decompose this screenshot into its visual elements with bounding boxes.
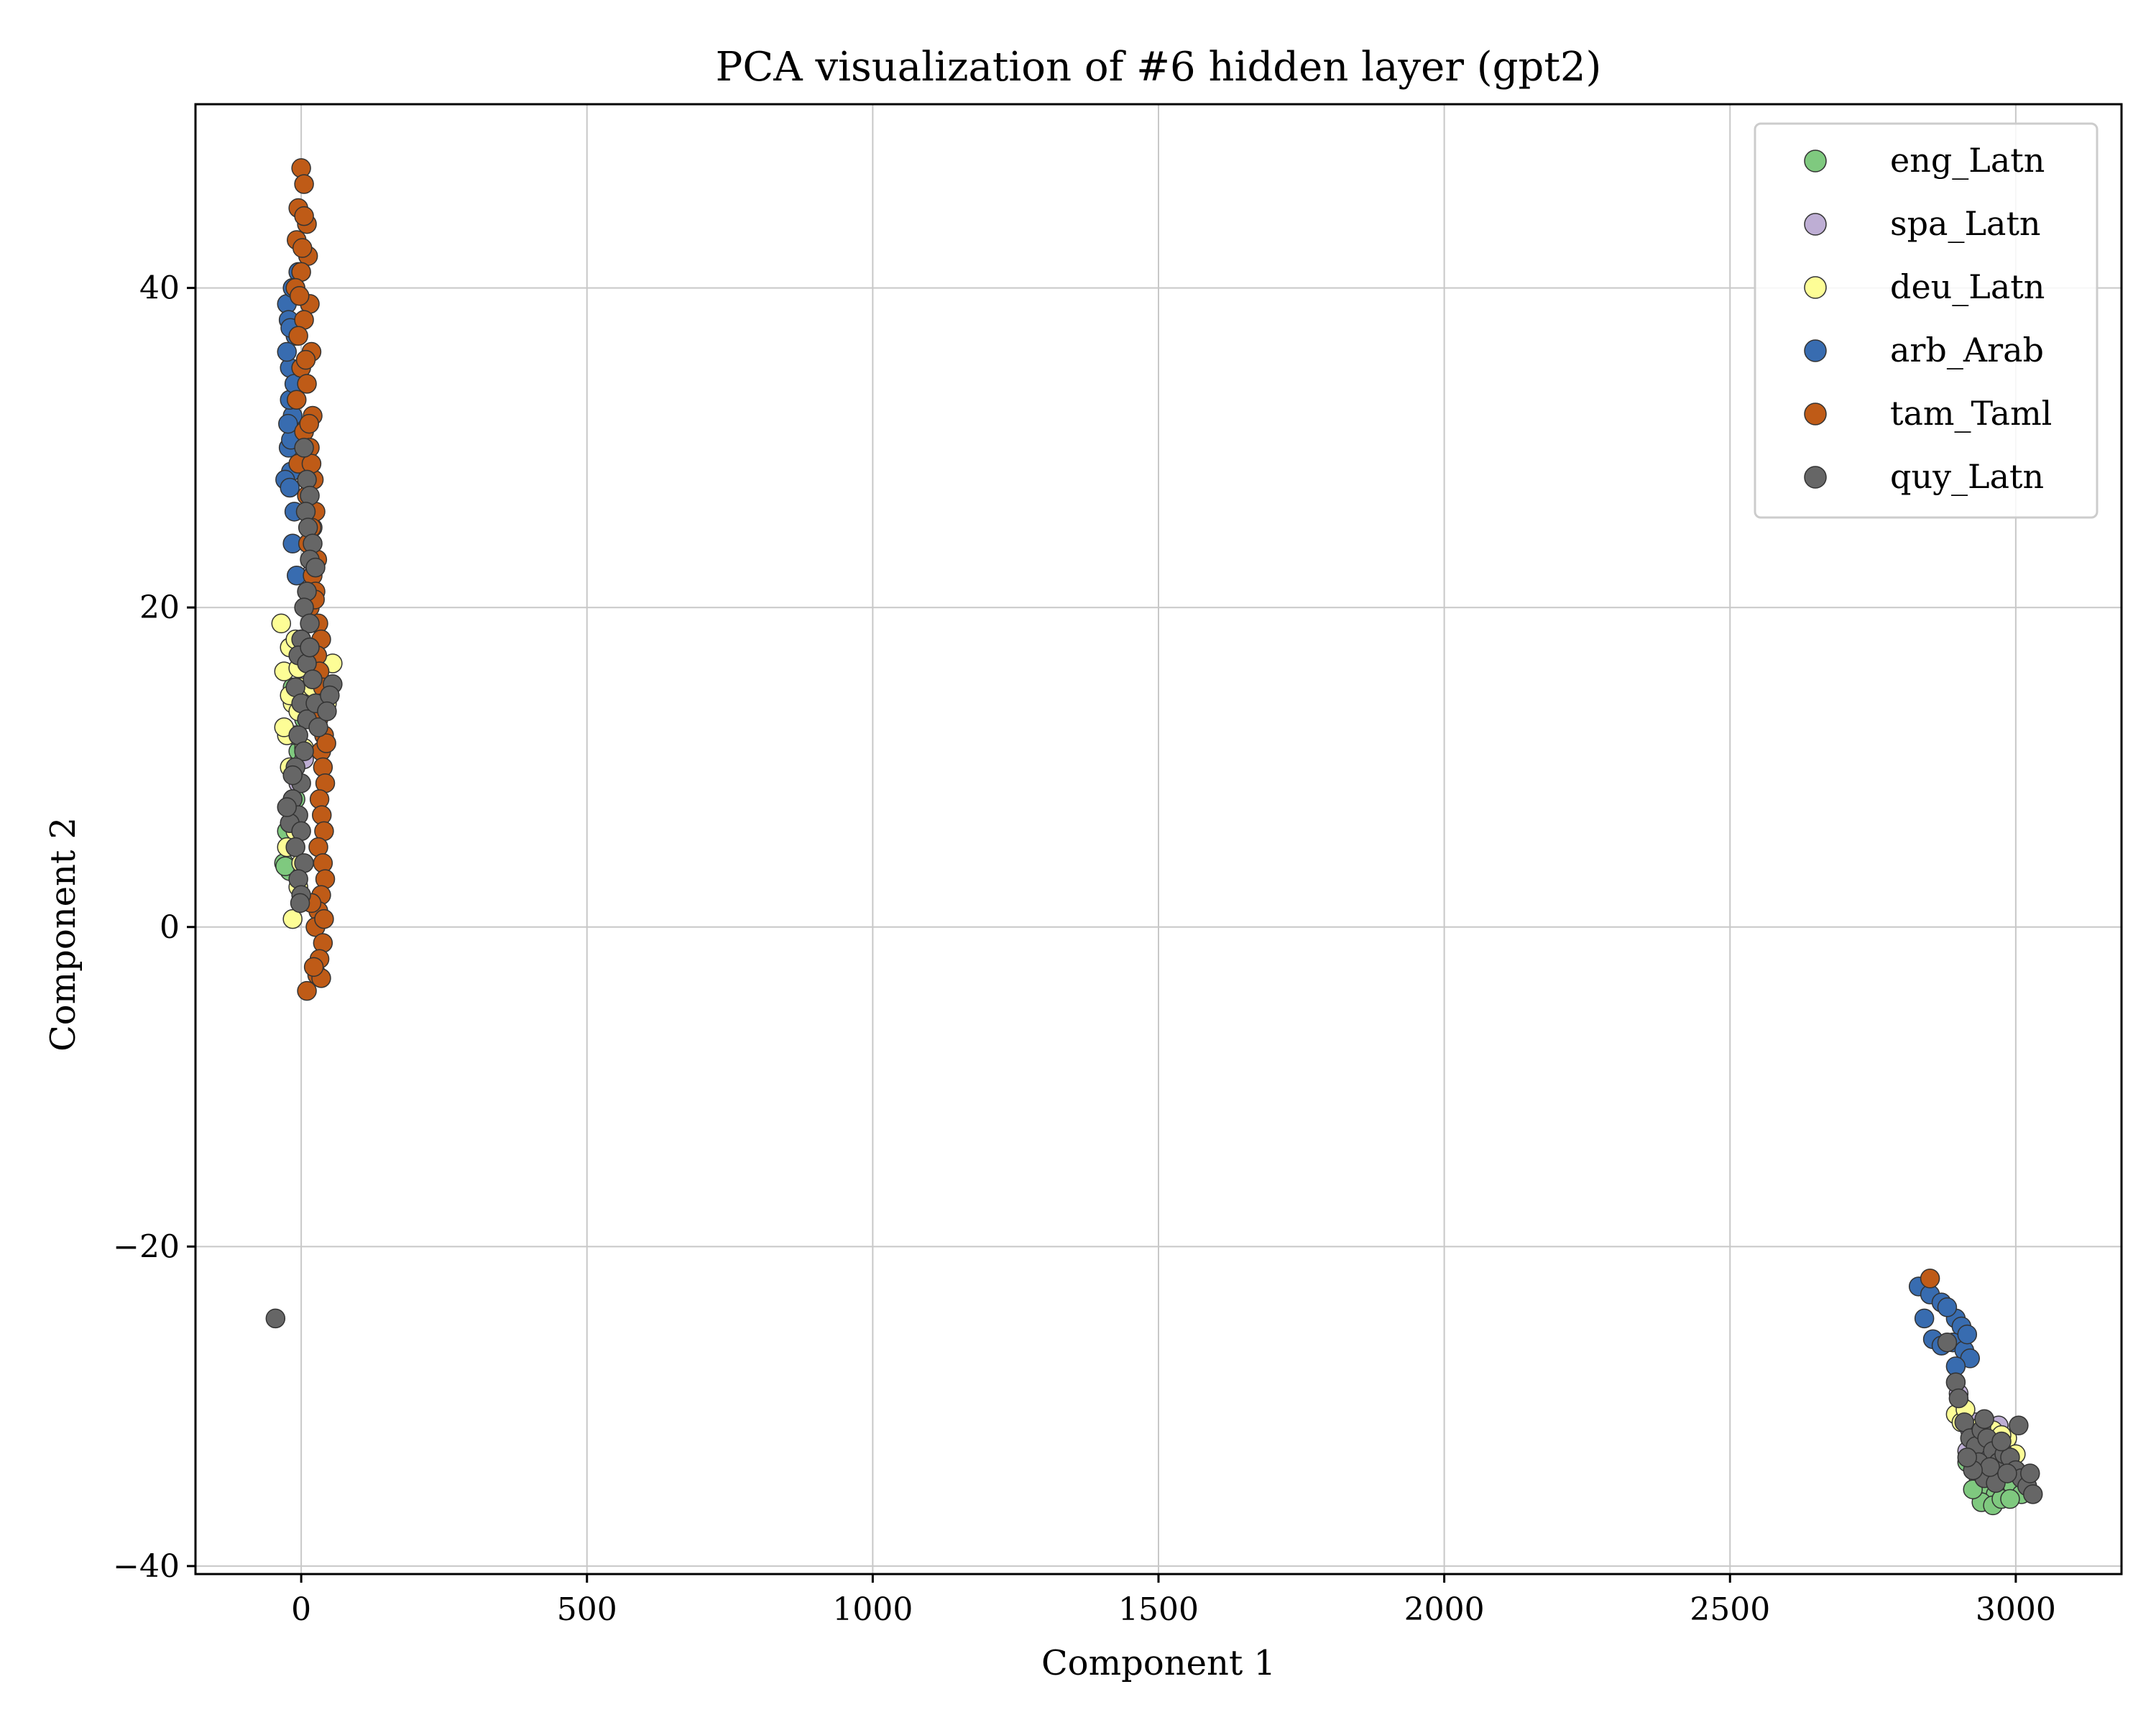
data-point [289,285,310,306]
data-point [294,206,314,226]
y-tick-label: 40 [139,270,180,307]
data-point [317,701,337,722]
x-tick-label: 2000 [1404,1591,1485,1628]
data-point [294,438,314,458]
data-point [303,669,323,689]
legend-box [1754,122,2099,519]
legend-marker-spa_Latn [1804,213,1827,236]
y-tick-label: −40 [113,1548,180,1585]
x-tick-label: 1500 [1118,1591,1199,1628]
data-point [294,741,314,761]
data-point [1937,1332,1958,1353]
data-point [1980,1457,2000,1477]
legend-label-tam_Taml: tam_Taml [1890,394,2052,433]
legend-marker-quy_Latn [1804,466,1827,489]
data-point [297,980,317,1001]
legend-marker-eng_Latn [1804,150,1827,172]
data-point [1914,1308,1935,1329]
x-tick-label: 0 [291,1591,311,1628]
x-tick-label: 3000 [1976,1591,2056,1628]
data-point [305,557,326,578]
data-point [290,893,310,914]
data-point [313,933,333,953]
legend-marker-arb_Arab [1804,339,1827,362]
data-point [277,797,297,817]
axis-ticks: 0 500 1000 1500 2000 2500 3000 −40 −20 0 20 40 [113,270,2056,1628]
data-point [265,1308,286,1329]
data-point [2020,1463,2040,1484]
data-point [1974,1409,1994,1430]
y-axis-label: Component 2 [43,817,83,1052]
data-point [303,957,324,978]
y-tick-label: 0 [160,909,180,946]
data-point [280,477,300,498]
series-quy_Latn [265,438,2043,1504]
data-point [1957,1324,1978,1345]
data-points [265,158,2043,1516]
data-point [277,341,297,362]
data-point [316,733,336,753]
data-point [300,613,320,634]
data-point [1937,1297,1958,1317]
data-point [271,613,292,634]
data-point [278,413,298,434]
data-point [299,413,320,434]
y-tick-label: 20 [139,589,180,626]
legend-label-arb_Arab: arb_Arab [1890,331,2044,369]
data-point [314,908,334,929]
data-point [300,638,320,658]
data-point [282,908,303,929]
x-tick-label: 1000 [832,1591,913,1628]
data-point [2000,1489,2020,1509]
x-tick-label: 500 [557,1591,617,1628]
data-point [1920,1269,1940,1289]
legend-label-quy_Latn: quy_Latn [1890,457,2044,496]
data-point [2009,1415,2029,1436]
grid [195,104,2122,1574]
y-tick-label: −20 [113,1228,180,1265]
x-tick-label: 2500 [1690,1591,1770,1628]
data-point [287,390,307,410]
data-point [308,717,328,737]
data-point [285,837,305,857]
data-point [1948,1388,1969,1409]
legend-label-eng_Latn: eng_Latn [1890,141,2045,180]
data-point [1991,1431,2012,1452]
x-axis-label: Component 1 [1041,1643,1276,1683]
data-point [294,174,314,194]
legend-marker-deu_Latn [1804,276,1827,299]
data-point [1997,1463,2017,1484]
data-point [2022,1484,2043,1504]
legend-label-deu_Latn: deu_Latn [1890,267,2045,306]
data-point [1957,1447,1978,1468]
data-point [297,374,317,394]
chart-title: PCA visualization of #6 hidden layer (gp… [716,44,1602,91]
legend: eng_Latn spa_Latn deu_Latn arb_Arab tam_Taml… [1754,122,2099,519]
legend-label-spa_Latn: spa_Latn [1890,204,2041,243]
data-point [288,326,308,346]
data-point [295,349,316,370]
legend-marker-tam_Taml [1804,402,1827,426]
data-point [282,765,303,786]
data-point [292,238,313,258]
